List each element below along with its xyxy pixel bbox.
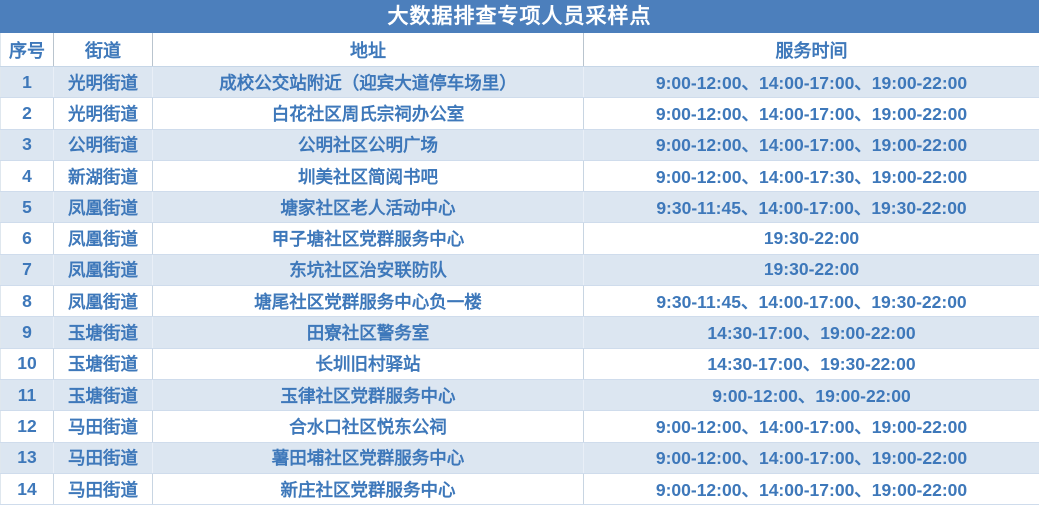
cell-no: 14 bbox=[0, 473, 54, 505]
cell-address: 塘家社区老人活动中心 bbox=[152, 191, 584, 224]
cell-street: 马田街道 bbox=[53, 410, 153, 443]
cell-time: 9:00-12:00、14:00-17:00、19:00-22:00 bbox=[583, 129, 1039, 161]
table-row: 3 公明街道 公明社区公明广场 9:00-12:00、14:00-17:00、1… bbox=[0, 129, 1039, 161]
cell-time: 9:00-12:00、14:00-17:00、19:00-22:00 bbox=[583, 97, 1039, 130]
table-row: 6 凤凰街道 甲子塘社区党群服务中心 19:30-22:00 bbox=[0, 222, 1039, 255]
cell-address: 塘尾社区党群服务中心负一楼 bbox=[152, 285, 584, 318]
table-row: 4 新湖街道 圳美社区简阅书吧 9:00-12:00、14:00-17:30、1… bbox=[0, 160, 1039, 193]
cell-address: 东坑社区治安联防队 bbox=[152, 254, 584, 287]
cell-time: 9:00-12:00、14:00-17:00、19:00-22:00 bbox=[583, 410, 1039, 443]
col-header-street: 街道 bbox=[53, 33, 153, 67]
cell-time: 14:30-17:00、19:30-22:00 bbox=[583, 348, 1039, 380]
cell-time: 9:30-11:45、14:00-17:00、19:30-22:00 bbox=[583, 285, 1039, 318]
cell-address: 合水口社区悦东公祠 bbox=[152, 410, 584, 443]
cell-no: 2 bbox=[0, 97, 54, 130]
col-header-address: 地址 bbox=[152, 33, 584, 67]
table-row: 13 马田街道 薯田埔社区党群服务中心 9:00-12:00、14:00-17:… bbox=[0, 442, 1039, 474]
cell-street: 凤凰街道 bbox=[53, 285, 153, 318]
cell-street: 马田街道 bbox=[53, 473, 153, 505]
cell-no: 11 bbox=[0, 379, 54, 412]
cell-address: 薯田埔社区党群服务中心 bbox=[152, 442, 584, 474]
cell-street: 玉塘街道 bbox=[53, 316, 153, 349]
col-header-time: 服务时间 bbox=[583, 33, 1039, 67]
header-row: 序号 街道 地址 服务时间 bbox=[0, 33, 1039, 67]
cell-address: 成校公交站附近（迎宾大道停车场里） bbox=[152, 66, 584, 99]
cell-time: 19:30-22:00 bbox=[583, 222, 1039, 255]
page-title: 大数据排查专项人员采样点 bbox=[0, 0, 1039, 33]
cell-no: 10 bbox=[0, 348, 54, 380]
table-row: 11 玉塘街道 玉律社区党群服务中心 9:00-12:00、19:00-22:0… bbox=[0, 379, 1039, 412]
cell-no: 6 bbox=[0, 222, 54, 255]
cell-street: 玉塘街道 bbox=[53, 348, 153, 380]
cell-time: 14:30-17:00、19:00-22:00 bbox=[583, 316, 1039, 349]
cell-street: 凤凰街道 bbox=[53, 254, 153, 287]
cell-address: 圳美社区简阅书吧 bbox=[152, 160, 584, 193]
cell-time: 9:00-12:00、14:00-17:00、19:00-22:00 bbox=[583, 473, 1039, 505]
table-row: 2 光明街道 白花社区周氏宗祠办公室 9:00-12:00、14:00-17:0… bbox=[0, 97, 1039, 130]
cell-street: 新湖街道 bbox=[53, 160, 153, 193]
cell-time: 9:00-12:00、14:00-17:00、19:00-22:00 bbox=[583, 442, 1039, 474]
table-row: 1 光明街道 成校公交站附近（迎宾大道停车场里） 9:00-12:00、14:0… bbox=[0, 66, 1039, 99]
cell-no: 12 bbox=[0, 410, 54, 443]
cell-no: 7 bbox=[0, 254, 54, 287]
cell-time: 19:30-22:00 bbox=[583, 254, 1039, 287]
cell-time: 9:30-11:45、14:00-17:00、19:30-22:00 bbox=[583, 191, 1039, 224]
cell-address: 长圳旧村驿站 bbox=[152, 348, 584, 380]
table-row: 9 玉塘街道 田寮社区警务室 14:30-17:00、19:00-22:00 bbox=[0, 316, 1039, 349]
cell-address: 玉律社区党群服务中心 bbox=[152, 379, 584, 412]
sampling-points-table: 序号 街道 地址 服务时间 1 光明街道 成校公交站附近（迎宾大道停车场里） 9… bbox=[0, 33, 1039, 505]
table-row: 14 马田街道 新庄社区党群服务中心 9:00-12:00、14:00-17:0… bbox=[0, 473, 1039, 505]
cell-address: 新庄社区党群服务中心 bbox=[152, 473, 584, 505]
cell-address: 公明社区公明广场 bbox=[152, 129, 584, 161]
table-row: 8 凤凰街道 塘尾社区党群服务中心负一楼 9:30-11:45、14:00-17… bbox=[0, 285, 1039, 318]
cell-no: 13 bbox=[0, 442, 54, 474]
cell-street: 凤凰街道 bbox=[53, 222, 153, 255]
cell-street: 公明街道 bbox=[53, 129, 153, 161]
cell-street: 玉塘街道 bbox=[53, 379, 153, 412]
table-row: 12 马田街道 合水口社区悦东公祠 9:00-12:00、14:00-17:00… bbox=[0, 410, 1039, 443]
cell-address: 田寮社区警务室 bbox=[152, 316, 584, 349]
cell-address: 白花社区周氏宗祠办公室 bbox=[152, 97, 584, 130]
cell-no: 9 bbox=[0, 316, 54, 349]
cell-street: 光明街道 bbox=[53, 97, 153, 130]
cell-no: 8 bbox=[0, 285, 54, 318]
cell-no: 1 bbox=[0, 66, 54, 99]
cell-address: 甲子塘社区党群服务中心 bbox=[152, 222, 584, 255]
col-header-no: 序号 bbox=[0, 33, 54, 67]
cell-street: 马田街道 bbox=[53, 442, 153, 474]
table-row: 7 凤凰街道 东坑社区治安联防队 19:30-22:00 bbox=[0, 254, 1039, 287]
cell-time: 9:00-12:00、14:00-17:30、19:00-22:00 bbox=[583, 160, 1039, 193]
cell-no: 4 bbox=[0, 160, 54, 193]
cell-time: 9:00-12:00、19:00-22:00 bbox=[583, 379, 1039, 412]
cell-no: 3 bbox=[0, 129, 54, 161]
cell-time: 9:00-12:00、14:00-17:00、19:00-22:00 bbox=[583, 66, 1039, 99]
cell-no: 5 bbox=[0, 191, 54, 224]
table-row: 5 凤凰街道 塘家社区老人活动中心 9:30-11:45、14:00-17:00… bbox=[0, 191, 1039, 224]
table-row: 10 玉塘街道 长圳旧村驿站 14:30-17:00、19:30-22:00 bbox=[0, 348, 1039, 380]
cell-street: 凤凰街道 bbox=[53, 191, 153, 224]
cell-street: 光明街道 bbox=[53, 66, 153, 99]
